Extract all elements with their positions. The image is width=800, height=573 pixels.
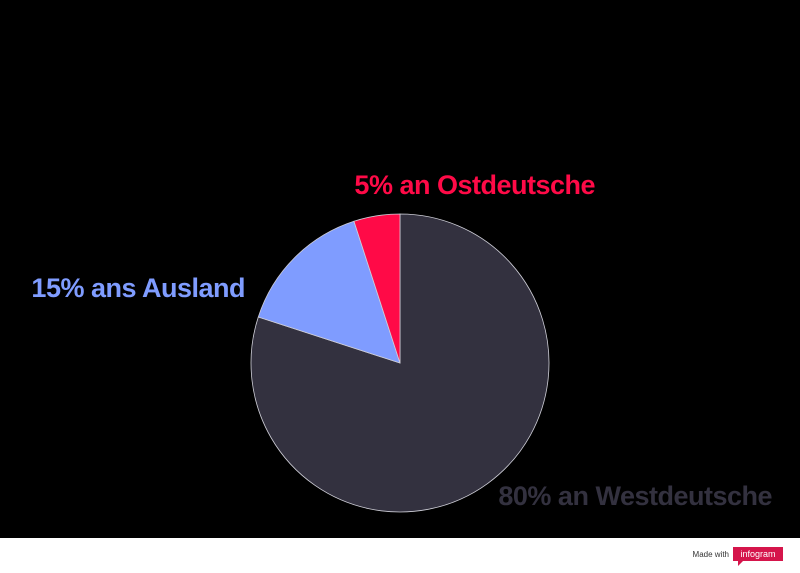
slice-label: 15% ans Ausland — [31, 273, 245, 303]
pie-slice — [257, 220, 401, 364]
brand-badge — [733, 547, 783, 566]
footer-bar — [0, 538, 800, 573]
slice-label: 5% an Ostdeutsche — [354, 170, 595, 200]
made-with: Made with — [693, 550, 729, 559]
brand[interactable]: infogram — [740, 549, 775, 559]
slice-label: 80% an Westdeutsche — [498, 481, 772, 511]
pie-slice — [353, 213, 401, 364]
pie — [250, 213, 550, 513]
